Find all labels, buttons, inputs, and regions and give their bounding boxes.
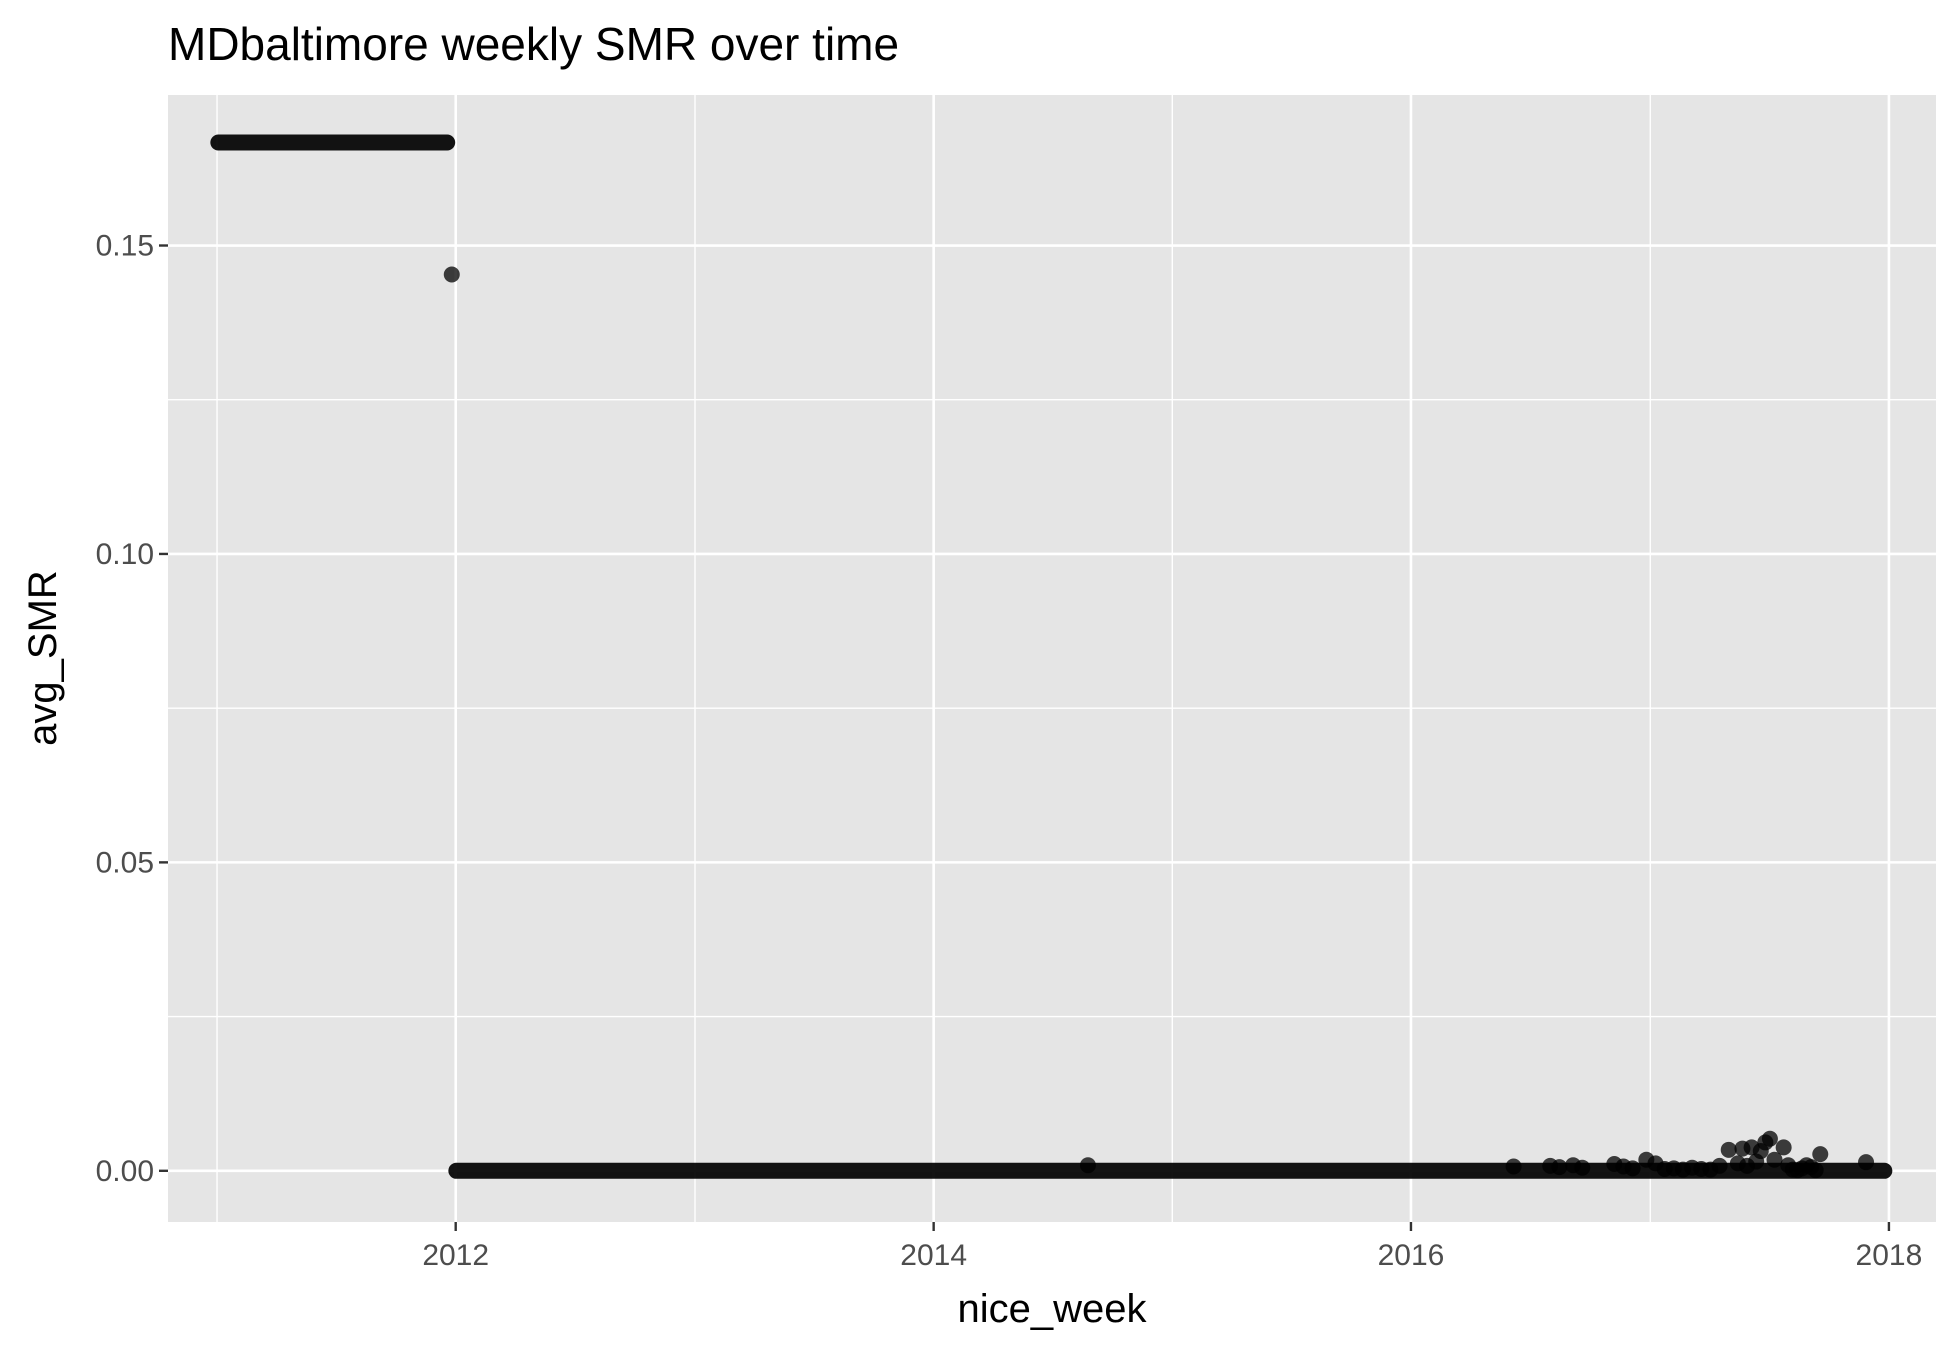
minor-gridlines <box>168 95 1936 1222</box>
y-axis: 0.00 0.05 0.10 0.15 <box>96 230 168 1188</box>
x-tick-label: 2014 <box>900 1239 967 1272</box>
plot-panel <box>168 95 1936 1222</box>
data-point-0 <box>443 266 460 283</box>
y-tick-label: 0.05 <box>96 846 154 879</box>
data-point-28 <box>1766 1151 1783 1168</box>
y-tick-label: 0.15 <box>96 230 154 263</box>
data-point-2 <box>1505 1158 1522 1175</box>
x-tick-label: 2012 <box>422 1239 489 1272</box>
data-point-18 <box>1711 1157 1728 1174</box>
data-point-27 <box>1761 1130 1778 1147</box>
data-point-38 <box>1858 1154 1875 1171</box>
dense-point-runs <box>210 134 1893 1179</box>
y-tick-label: 0.00 <box>96 1155 154 1188</box>
data-point-19 <box>1720 1141 1737 1158</box>
chart-title: MDbaltimore weekly SMR over time <box>168 18 899 70</box>
x-axis: 2012 2014 2016 2018 <box>422 1222 1922 1272</box>
data-point-29 <box>1775 1139 1792 1156</box>
data-point-37 <box>1812 1146 1829 1163</box>
x-tick-label: 2018 <box>1856 1239 1923 1272</box>
x-axis-title: nice_week <box>957 1287 1147 1331</box>
y-tick-label: 0.10 <box>96 538 154 571</box>
data-points <box>443 266 1875 1179</box>
data-point-36 <box>1807 1162 1824 1179</box>
y-axis-title: avg_SMR <box>21 570 65 746</box>
x-tick-label: 2016 <box>1378 1239 1445 1272</box>
data-point-6 <box>1574 1159 1591 1176</box>
data-point-1 <box>1079 1157 1096 1174</box>
data-point-9 <box>1624 1160 1641 1177</box>
data-point-4 <box>1551 1159 1568 1176</box>
